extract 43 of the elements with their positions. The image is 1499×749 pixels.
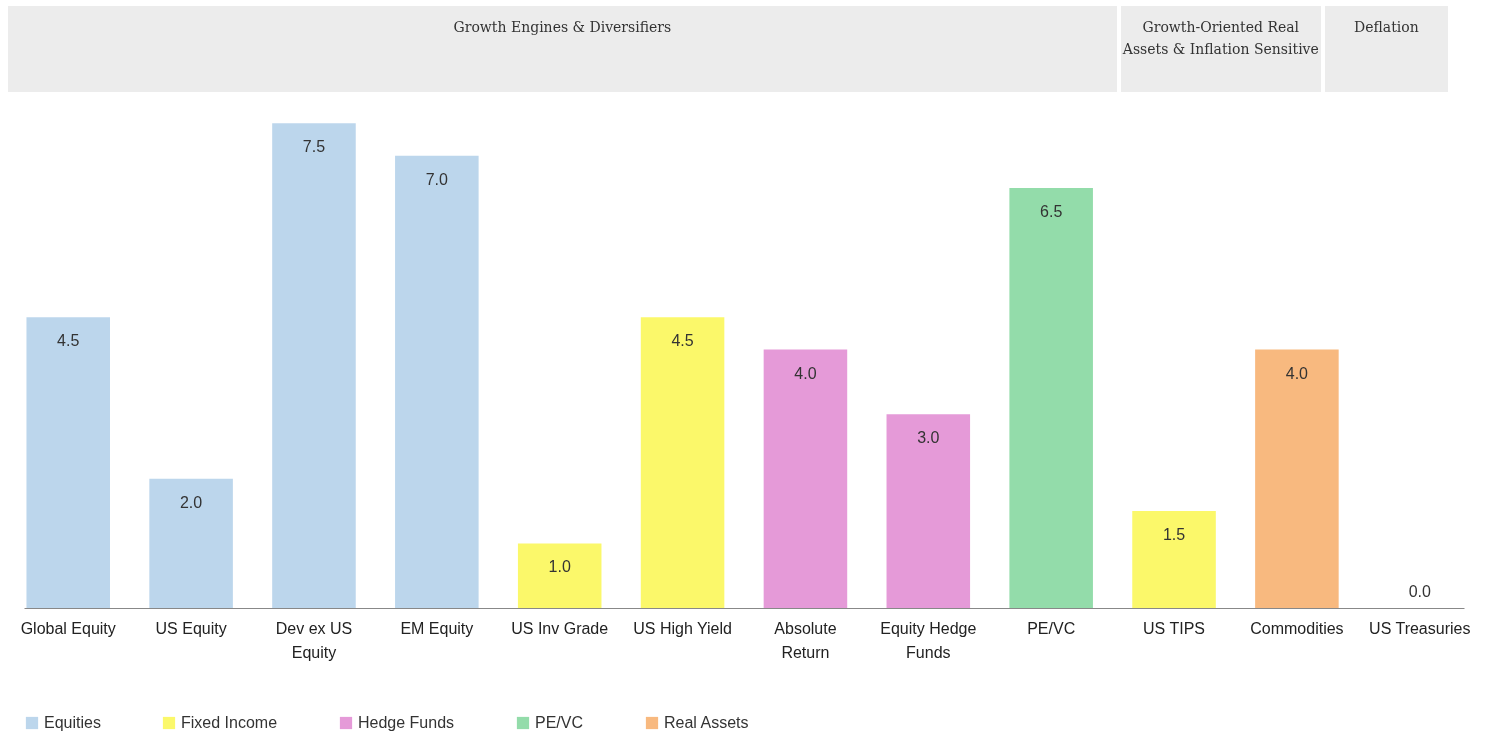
data-label: 2.0 bbox=[179, 493, 203, 511]
bar bbox=[149, 478, 233, 608]
data-label: 7.0 bbox=[425, 170, 449, 188]
header-panel: Growth-Oriented Real Assets & Inflation Sensitive bbox=[1120, 6, 1321, 92]
bar bbox=[763, 349, 848, 608]
legend-label: PE/VC bbox=[535, 714, 584, 731]
x-tick-label: US TIPS bbox=[1143, 619, 1206, 637]
data-label: 1.0 bbox=[548, 558, 571, 576]
data-label: 1.5 bbox=[1162, 526, 1186, 544]
x-tick-label: Dev ex US Equity bbox=[275, 619, 353, 661]
bar bbox=[26, 317, 111, 608]
data-label: 4.0 bbox=[1285, 364, 1309, 382]
x-tick-label: EM Equity bbox=[400, 619, 474, 637]
data-label: 4.5 bbox=[671, 332, 694, 350]
x-tick-label: US High Yield bbox=[633, 619, 732, 637]
legend-label: Hedge Funds bbox=[358, 714, 455, 731]
legend-label: Fixed Income bbox=[181, 714, 278, 731]
data-label: 4.5 bbox=[57, 332, 80, 350]
x-tick-label: US Equity bbox=[155, 619, 227, 637]
bar bbox=[272, 123, 356, 608]
header-panel: Growth Engines & Diversifiers bbox=[8, 6, 1117, 92]
data-label: 4.0 bbox=[794, 364, 817, 382]
x-tick-label: Global Equity bbox=[20, 619, 116, 637]
x-tick-label: Commodities bbox=[1250, 619, 1344, 637]
x-tick-label: US Inv Grade bbox=[511, 619, 609, 637]
bar bbox=[1132, 511, 1216, 608]
data-label: 7.5 bbox=[302, 138, 326, 156]
legend-label: Equities bbox=[44, 714, 101, 731]
bar bbox=[1255, 349, 1339, 608]
data-label: 0.0 bbox=[1408, 583, 1431, 600]
data-label: 6.5 bbox=[1040, 202, 1063, 220]
bar bbox=[640, 317, 725, 608]
x-tick-label: Equity Hedge Funds bbox=[880, 619, 977, 661]
bar bbox=[886, 414, 971, 608]
x-tick-label: Absolute Return bbox=[774, 619, 837, 661]
x-tick-label: US Treasuries bbox=[1369, 619, 1471, 637]
data-label: 3.0 bbox=[917, 429, 940, 447]
bar bbox=[1009, 187, 1093, 608]
x-tick-label: PE/VC bbox=[1027, 619, 1076, 637]
header-panel: Deflation bbox=[1324, 6, 1448, 92]
bar bbox=[517, 543, 602, 608]
legend-label: Real Assets bbox=[664, 714, 749, 731]
bar bbox=[395, 155, 479, 608]
